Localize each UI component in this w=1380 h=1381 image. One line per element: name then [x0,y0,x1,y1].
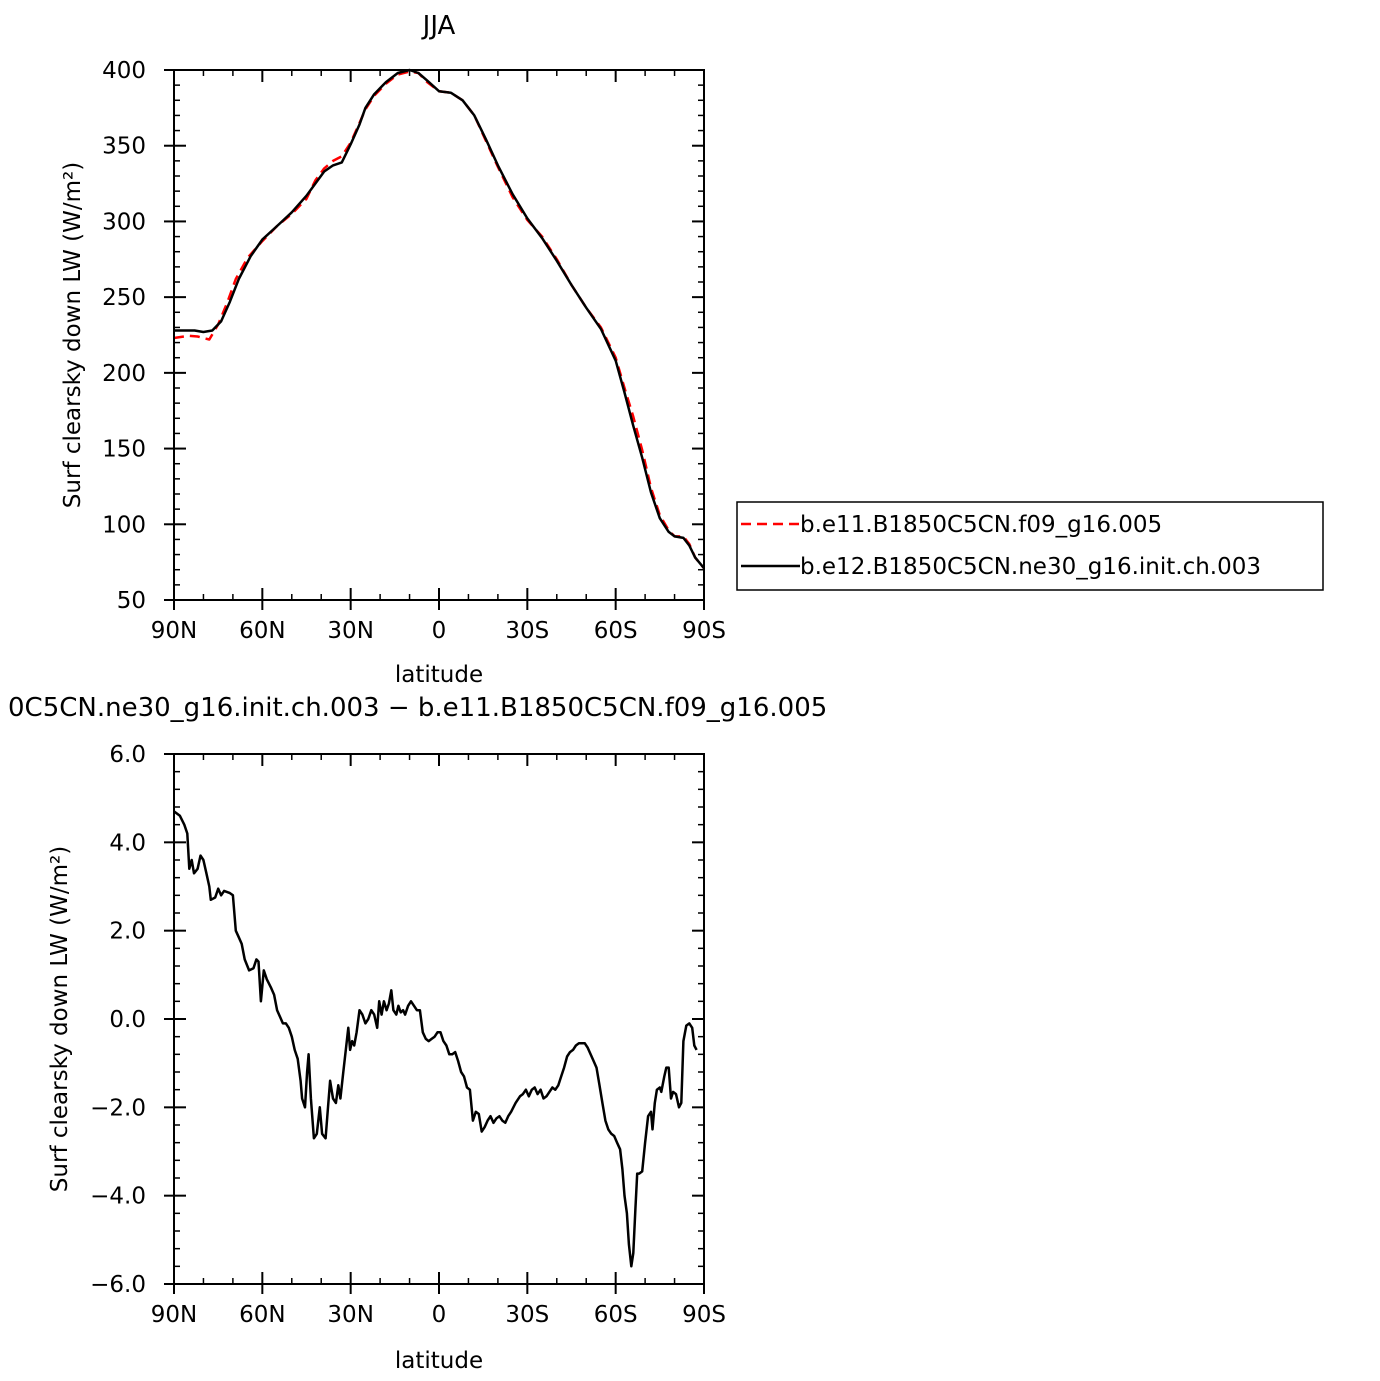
top-series-line-1 [173,70,705,569]
bottom-x-axis-label: latitude [395,1348,483,1374]
bottom-plot-lines [173,810,698,1268]
top-y-tick-label: 100 [102,512,146,538]
bottom-x-tick-label: 90N [151,1302,197,1328]
bottom-panel: 0C5CN.ne30_g16.init.ch.003 − b.e11.B1850… [8,693,827,1374]
bottom-y-tick-label: 4.0 [109,830,146,856]
top-plot-frame [173,69,705,601]
top-x-tick-label: 60S [594,618,638,644]
legend: b.e11.B1850C5CN.f09_g16.005 b.e12.B1850C… [736,501,1324,591]
top-series-line-2 [174,68,705,569]
legend-box [736,501,1324,591]
top-y-tick-label: 250 [102,285,146,311]
bottom-x-tick-label: 30S [505,1302,549,1328]
bottom-y-axis-label: Surf clearsky down LW (W/m²) [47,846,73,1192]
top-x-axis-label: latitude [395,662,483,688]
bottom-x-tick-label: 60N [239,1302,285,1328]
top-y-tick-label: 350 [102,134,146,160]
bottom-x-tick-label: 60S [594,1302,638,1328]
top-x-tick-label: 30S [505,618,549,644]
bottom-x-tick-label: 30N [327,1302,373,1328]
bottom-x-tick-label: 0 [432,1302,447,1328]
top-x-tick-label: 30N [327,618,373,644]
bottom-x-tick-label: 90S [682,1302,726,1328]
bottom-series-line-1 [173,810,698,1268]
top-y-tick-label: 200 [102,361,146,387]
top-x-tick-label: 90N [151,618,197,644]
bottom-plot-frame [173,753,705,1285]
bottom-y-tick-labels: −6.0 −4.0 −2.0 0.0 2.0 4.0 6.0 [90,742,146,1298]
bottom-y-tick-label: −4.0 [90,1184,146,1210]
bottom-x-tick-labels: 90N 60N 30N 0 30S 60S 90S [151,1302,726,1328]
top-plot-lines [173,68,705,569]
top-panel-title: JJA [421,11,456,41]
top-axis-ticks [164,69,705,610]
top-y-tick-label: 150 [102,437,146,463]
top-y-axis-label: Surf clearsky down LW (W/m²) [60,162,86,508]
bottom-y-tick-label: −6.0 [90,1272,146,1298]
top-x-tick-label: 60N [239,618,285,644]
top-panel: JJA 90N 60N 30N 0 30S 60S 90S 50 100 150 200 250 30… [60,11,726,688]
legend-label-series-1: b.e11.B1850C5CN.f09_g16.005 [800,512,1162,538]
top-x-tick-label: 0 [432,618,447,644]
bottom-y-tick-label: 0.0 [109,1007,146,1033]
top-y-tick-label: 400 [102,58,146,84]
top-y-tick-label: 300 [102,209,146,235]
top-x-tick-label: 90S [682,618,726,644]
top-y-tick-labels: 50 100 150 200 250 300 350 400 [102,58,146,614]
bottom-y-tick-label: 2.0 [109,919,146,945]
bottom-axis-ticks [164,753,705,1294]
bottom-panel-title: 0C5CN.ne30_g16.init.ch.003 − b.e11.B1850… [8,693,827,723]
bottom-y-tick-label: −2.0 [90,1095,146,1121]
bottom-y-tick-label: 6.0 [109,742,146,768]
top-x-tick-labels: 90N 60N 30N 0 30S 60S 90S [151,618,726,644]
legend-label-series-2: b.e12.B1850C5CN.ne30_g16.init.ch.003 [800,554,1261,580]
top-y-tick-label: 50 [117,588,146,614]
